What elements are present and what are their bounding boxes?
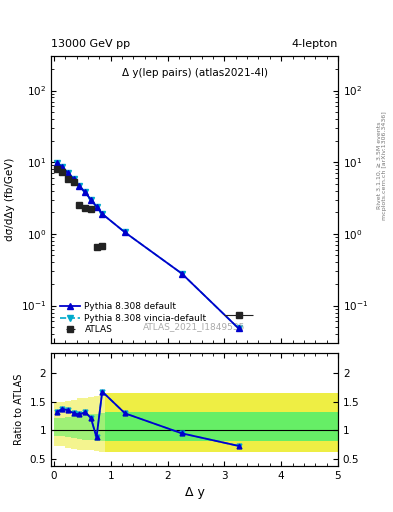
Pythia 8.308 default <box>60 164 65 170</box>
Line: Pythia 8.308 default: Pythia 8.308 default <box>54 160 241 331</box>
Pythia 8.308 default <box>72 176 76 182</box>
Pythia 8.308 default <box>83 189 88 196</box>
Pythia 8.308 vincia-default <box>83 189 88 196</box>
Pythia 8.308 vincia-default <box>100 211 105 217</box>
Text: Δ y(lep pairs) (atlas2021-4l): Δ y(lep pairs) (atlas2021-4l) <box>121 68 268 78</box>
Line: Pythia 8.308 vincia-default: Pythia 8.308 vincia-default <box>54 160 241 331</box>
Pythia 8.308 vincia-default <box>236 325 241 331</box>
Legend: Pythia 8.308 default, Pythia 8.308 vincia-default, ATLAS: Pythia 8.308 default, Pythia 8.308 vinci… <box>55 298 211 338</box>
Y-axis label: Ratio to ATLAS: Ratio to ATLAS <box>14 374 24 445</box>
Pythia 8.308 default <box>179 270 184 276</box>
Pythia 8.308 vincia-default <box>88 197 93 203</box>
Pythia 8.308 default <box>77 183 82 189</box>
Pythia 8.308 vincia-default <box>179 270 184 276</box>
Pythia 8.308 vincia-default <box>60 164 65 170</box>
Pythia 8.308 default <box>88 197 93 203</box>
X-axis label: Δ y: Δ y <box>185 486 204 499</box>
Pythia 8.308 vincia-default <box>66 170 70 176</box>
Y-axis label: dσ/dΔy (fb/GeV): dσ/dΔy (fb/GeV) <box>5 158 15 241</box>
Pythia 8.308 default <box>94 204 99 210</box>
Pythia 8.308 default <box>66 170 70 176</box>
Pythia 8.308 vincia-default <box>54 160 59 166</box>
Pythia 8.308 default <box>236 325 241 331</box>
Text: 4-lepton: 4-lepton <box>292 39 338 49</box>
Pythia 8.308 vincia-default <box>77 183 82 189</box>
Pythia 8.308 vincia-default <box>123 229 127 236</box>
Pythia 8.308 default <box>123 229 127 236</box>
Pythia 8.308 default <box>100 211 105 217</box>
Text: mcplots.cern.ch [arXiv:1306.3436]: mcplots.cern.ch [arXiv:1306.3436] <box>382 111 387 220</box>
Text: ATLAS_2021_I1849535: ATLAS_2021_I1849535 <box>143 323 246 332</box>
Pythia 8.308 vincia-default <box>72 176 76 182</box>
Pythia 8.308 default <box>54 160 59 166</box>
Text: Rivet 3.1.10, ≥ 3.5M events: Rivet 3.1.10, ≥ 3.5M events <box>377 121 382 209</box>
Text: 13000 GeV pp: 13000 GeV pp <box>51 39 130 49</box>
Pythia 8.308 vincia-default <box>94 204 99 210</box>
